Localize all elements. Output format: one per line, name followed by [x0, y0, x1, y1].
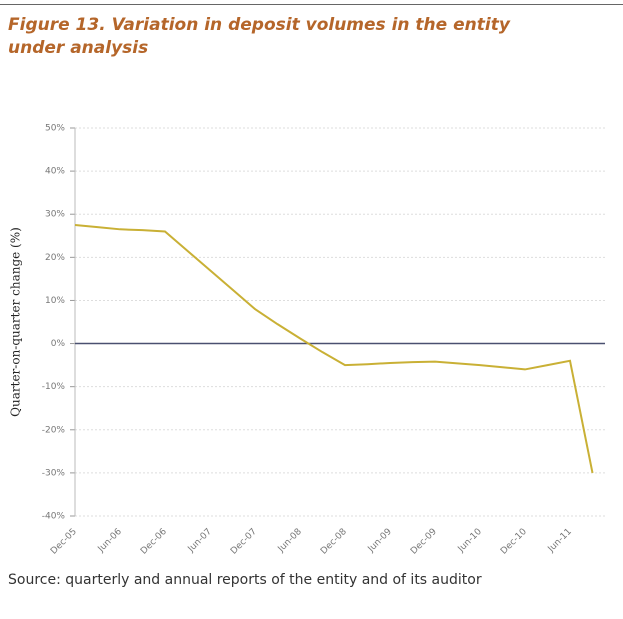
y-tick-label: -30% [42, 468, 66, 478]
y-tick-label: -20% [42, 425, 66, 435]
x-tick-label: Dec-08 [319, 527, 349, 557]
y-tick-label: -40% [42, 512, 66, 522]
x-tick-label: Dec-09 [409, 527, 439, 557]
y-tick-label: -10% [42, 382, 66, 392]
y-tick-label: 50% [45, 124, 65, 134]
x-tick-label: Jun-10 [456, 527, 484, 555]
chart-title: Figure 13. Variation in deposit volumes … [8, 15, 510, 58]
y-axis-label: Quarter-on-quarter change (%) [9, 227, 23, 417]
x-tick-label: Jun-08 [276, 527, 304, 555]
chart: Quarter-on-quarter change (%) 50% 40% 30% 2… [9, 124, 605, 557]
y-tick-label: 30% [45, 210, 65, 220]
x-tick-label: Jun-06 [96, 527, 124, 555]
source-note: Source: quarterly and annual reports of … [8, 572, 482, 588]
x-tick-label: Jun-07 [186, 527, 214, 555]
y-tick-label: 0% [51, 339, 66, 349]
x-tick-label: Dec-05 [49, 527, 79, 557]
y-tick-label: 40% [45, 167, 65, 177]
x-tick-label: Dec-07 [229, 527, 259, 557]
x-tick-label: Jun-09 [366, 527, 394, 555]
top-rule [0, 4, 623, 5]
x-tick-label: Dec-10 [499, 527, 529, 557]
data-line [74, 224, 594, 474]
x-tick-label: Jun-11 [546, 527, 574, 555]
y-tick-label: 10% [45, 296, 65, 306]
x-tick-label: Dec-06 [139, 527, 169, 557]
y-tick-label: 20% [45, 253, 65, 263]
